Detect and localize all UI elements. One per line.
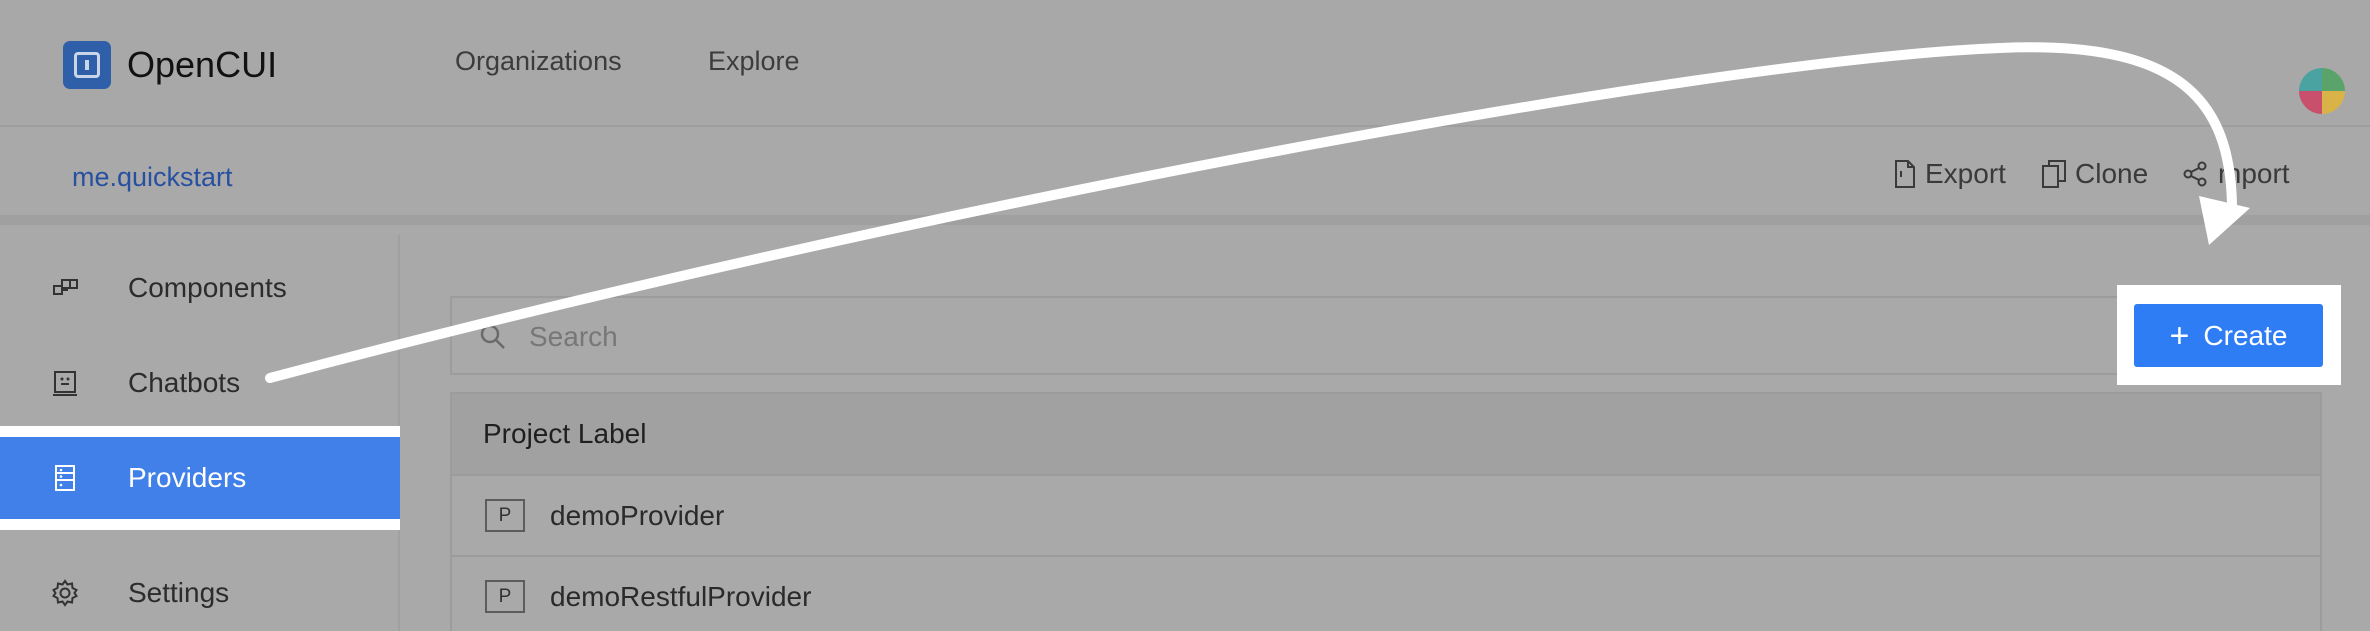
create-button-highlight: + Create bbox=[2117, 285, 2341, 385]
app-logo[interactable]: OpenCUI bbox=[63, 41, 277, 89]
sidebar-item-providers[interactable]: Providers bbox=[0, 426, 400, 530]
create-label: Create bbox=[2203, 319, 2288, 351]
import-label: mport bbox=[2218, 158, 2290, 189]
sidebar-item-settings[interactable]: Settings bbox=[0, 548, 400, 631]
components-icon bbox=[53, 279, 78, 295]
opencui-logo-icon bbox=[63, 41, 111, 89]
clone-button[interactable]: Clone bbox=[2041, 158, 2148, 190]
project-name-link[interactable]: me.quickstart bbox=[72, 162, 233, 192]
table-row[interactable]: P demoProvider bbox=[452, 476, 2320, 557]
top-navbar: OpenCUI Organizations Explore bbox=[0, 0, 2370, 127]
providers-table: Project Label P demoProvider P demoRestf… bbox=[450, 392, 2322, 631]
sidebar-item-label: Chatbots bbox=[128, 367, 241, 398]
app-name: OpenCUI bbox=[127, 44, 278, 85]
sidebar-item-label: Settings bbox=[128, 577, 230, 608]
file-icon bbox=[1895, 160, 1915, 188]
search-field[interactable]: Search bbox=[450, 296, 2322, 375]
project-header: me.quickstart Export Clone mpor bbox=[0, 129, 2370, 225]
create-button[interactable]: + Create bbox=[2134, 304, 2323, 367]
sidebar-item-label: Components bbox=[128, 272, 287, 303]
nav-link-explore[interactable]: Explore bbox=[708, 46, 800, 76]
column-header-project-label: Project Label bbox=[483, 418, 647, 449]
plus-icon: + bbox=[2169, 316, 2190, 355]
sidebar-item-label: Providers bbox=[128, 462, 247, 493]
export-button[interactable]: Export bbox=[1893, 158, 2006, 190]
sidebar-item-chatbots[interactable]: Chatbots bbox=[0, 338, 400, 428]
user-avatar[interactable] bbox=[2299, 68, 2345, 114]
search-input[interactable]: Search bbox=[529, 321, 618, 352]
import-button[interactable]: mport bbox=[2182, 158, 2290, 190]
clone-label: Clone bbox=[2075, 158, 2149, 189]
share-icon bbox=[2183, 161, 2207, 187]
chatbot-icon bbox=[53, 371, 77, 396]
table-header: Project Label bbox=[452, 394, 2320, 476]
sidebar-item-components[interactable]: Components bbox=[0, 243, 400, 333]
search-icon bbox=[480, 324, 505, 349]
provider-badge: P bbox=[485, 499, 525, 532]
providers-icon bbox=[55, 465, 75, 491]
export-label: Export bbox=[1925, 158, 2006, 189]
provider-badge: P bbox=[485, 580, 525, 613]
nav-link-organizations[interactable]: Organizations bbox=[455, 46, 622, 76]
provider-name[interactable]: demoRestfulProvider bbox=[550, 580, 812, 612]
gear-icon bbox=[52, 579, 78, 607]
table-row[interactable]: P demoRestfulProvider bbox=[452, 557, 2320, 631]
copy-icon bbox=[2042, 160, 2066, 188]
provider-name[interactable]: demoProvider bbox=[550, 499, 725, 531]
